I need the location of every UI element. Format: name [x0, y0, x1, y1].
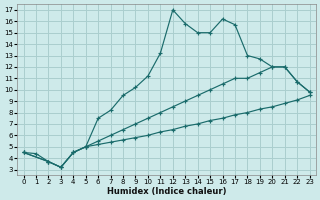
- X-axis label: Humidex (Indice chaleur): Humidex (Indice chaleur): [107, 187, 226, 196]
